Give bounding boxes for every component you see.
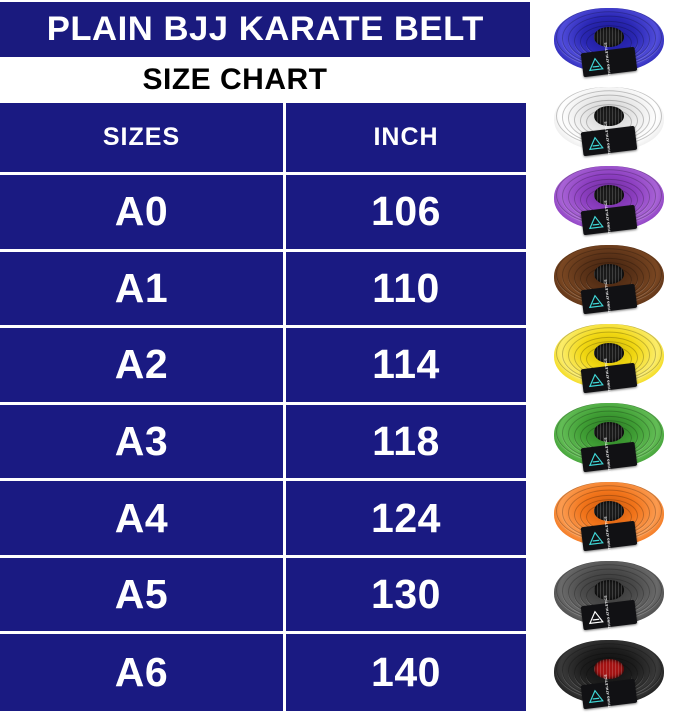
belt-roll	[553, 324, 664, 388]
size-chart-table: SIZES INCH A0 106 A1 110 A2 114 A3	[0, 103, 526, 711]
belt-core-texture	[593, 422, 624, 443]
cell-size: A5	[0, 557, 286, 635]
green-belt: ANYTHING ATHLETICS	[548, 397, 670, 478]
table-header-row: SIZES INCH	[0, 103, 526, 175]
triangle-logo-icon	[588, 373, 604, 387]
chart-area: PLAIN BJJ KARATE BELT SIZE CHART SIZES I…	[0, 2, 530, 711]
triangle-logo-icon	[588, 136, 604, 150]
belt-core	[593, 659, 624, 680]
triangle-logo-icon	[588, 215, 604, 229]
triangle-logo-icon	[588, 531, 604, 545]
belt-core	[593, 580, 624, 601]
belt-brand-label: ANYTHING ATHLETICS	[580, 516, 637, 557]
belt-core	[593, 422, 624, 443]
table-row: A6 140	[0, 634, 526, 711]
cell-inch: 118	[286, 404, 526, 482]
belt-core	[593, 501, 624, 522]
belt-core-texture	[593, 106, 624, 127]
belt-brand-label: ANYTHING ATHLETICS	[580, 674, 637, 713]
belt-core	[593, 27, 624, 48]
belt-brand-label: ANYTHING ATHLETICS	[580, 121, 637, 162]
triangle-logo-icon	[588, 57, 604, 71]
belt-brand-label: ANYTHING ATHLETICS	[580, 595, 637, 636]
cell-inch: 130	[286, 557, 526, 635]
belt-roll	[553, 166, 664, 230]
belt-core-texture	[593, 501, 624, 522]
triangle-logo-icon	[588, 610, 604, 624]
belt-brand-label: ANYTHING ATHLETICS	[580, 437, 637, 478]
brown-belt: ANYTHING ATHLETICS	[548, 239, 670, 320]
belt-core-texture	[593, 343, 624, 364]
belt-core-texture	[593, 580, 624, 601]
cell-inch: 110	[286, 251, 526, 329]
cell-size: A6	[0, 634, 286, 711]
table-row: A3 118	[0, 404, 526, 482]
table-row: A0 106	[0, 175, 526, 252]
white-belt: ANYTHING ATHLETICS	[548, 81, 670, 162]
orange-belt: ANYTHING ATHLETICS	[548, 476, 670, 557]
cell-inch: 106	[286, 175, 526, 252]
triangle-logo-icon	[588, 452, 604, 466]
belt-core-texture	[593, 27, 624, 48]
black-belt: ANYTHING ATHLETICS	[548, 634, 670, 713]
column-header-inch: INCH	[286, 103, 526, 175]
page-title: PLAIN BJJ KARATE BELT	[46, 10, 484, 48]
belt-core	[593, 343, 624, 364]
purple-belt: ANYTHING ATHLETICS	[548, 160, 670, 241]
yellow-belt: ANYTHING ATHLETICS	[548, 318, 670, 399]
cell-size: A4	[0, 481, 286, 558]
table-body: A0 106 A1 110 A2 114 A3 118 A4 124	[0, 175, 526, 711]
column-header-sizes: SIZES	[0, 103, 286, 175]
triangle-logo-icon	[588, 294, 604, 308]
belt-brand-label: ANYTHING ATHLETICS	[580, 279, 637, 320]
page-subtitle: SIZE CHART	[142, 63, 328, 96]
belt-core-texture	[593, 264, 624, 285]
table-row: A5 130	[0, 557, 526, 635]
belt-core	[593, 185, 624, 206]
belt-roll	[553, 561, 664, 625]
cell-inch: 114	[286, 328, 526, 405]
blue-belt: ANYTHING ATHLETICS	[548, 2, 670, 83]
belt-brand-label: ANYTHING ATHLETICS	[580, 358, 637, 399]
belt-core	[593, 264, 624, 285]
cell-size: A0	[0, 175, 286, 252]
triangle-logo-icon	[588, 689, 604, 703]
belt-core-texture	[593, 185, 624, 206]
belt-images-column: ANYTHING ATHLETICS ANYTHING ATHLETICS ANYT…	[538, 0, 679, 713]
table-row: A4 124	[0, 481, 526, 558]
belt-brand-label: ANYTHING ATHLETICS	[580, 42, 637, 83]
table-row: A1 110	[0, 251, 526, 329]
title-banner: PLAIN BJJ KARATE BELT	[0, 2, 530, 57]
cell-inch: 140	[286, 634, 526, 711]
belt-core	[593, 106, 624, 127]
belt-brand-label: ANYTHING ATHLETICS	[580, 200, 637, 241]
cell-inch: 124	[286, 481, 526, 558]
belt-core-texture	[593, 659, 624, 680]
cell-size: A1	[0, 251, 286, 329]
belt-roll	[553, 8, 664, 72]
grey-belt: ANYTHING ATHLETICS	[548, 555, 670, 636]
cell-size: A2	[0, 328, 286, 405]
table-row: A2 114	[0, 328, 526, 405]
cell-size: A3	[0, 404, 286, 482]
